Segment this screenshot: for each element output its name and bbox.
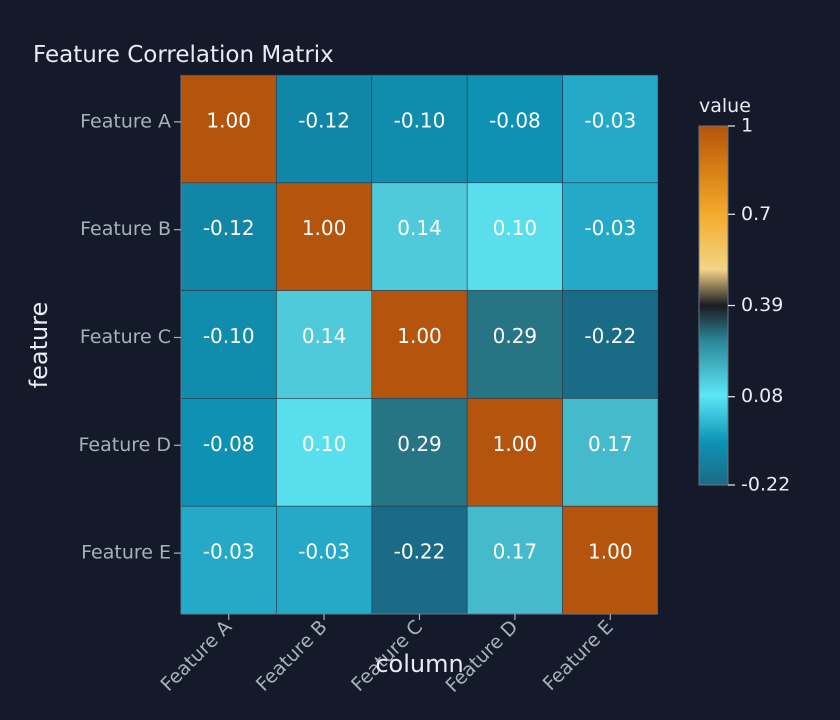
y-tick-label: Feature E — [81, 542, 171, 564]
y-axis-title: feature — [25, 302, 53, 389]
x-tick-label: Feature A — [156, 616, 236, 696]
heatmap-cell — [371, 505, 468, 615]
colorbar-tick-label: 0.39 — [741, 294, 783, 316]
x-axis-title: column — [375, 650, 463, 678]
colorbar-gradient — [698, 125, 729, 486]
heatmap-cell — [466, 398, 563, 507]
cell-value-label: 0.17 — [493, 540, 538, 564]
x-tick-label: Feature B — [252, 616, 332, 696]
cell-value-label: 0.29 — [493, 324, 538, 348]
heatmap-cell — [371, 398, 468, 507]
cell-value-label: 1.00 — [302, 216, 347, 240]
cell-value-label: -0.03 — [298, 540, 350, 564]
cell-value-label: -0.08 — [203, 432, 255, 456]
x-tick-label: Feature E — [539, 616, 618, 695]
heatmap-cell — [276, 505, 373, 615]
heatmap-cell — [371, 290, 468, 399]
heatmap-cell — [466, 74, 563, 184]
heatmap-cell — [180, 182, 277, 291]
cell-value-label: 0.17 — [588, 432, 633, 456]
heatmap-cell — [562, 182, 659, 291]
y-tick-label: Feature A — [80, 110, 171, 132]
cell-value-label: 1.00 — [206, 108, 251, 132]
heatmap-cell — [180, 74, 277, 184]
cell-value-label: -0.03 — [584, 216, 636, 240]
heatmap-cell — [276, 74, 373, 184]
cell-value-label: -0.22 — [394, 540, 446, 564]
y-tick-label: Feature B — [80, 218, 171, 240]
cell-value-label: 1.00 — [588, 540, 633, 564]
colorbar-tick-label: 0.7 — [741, 203, 771, 225]
chart-title: Feature Correlation Matrix — [33, 42, 334, 68]
cell-value-label: -0.22 — [584, 324, 636, 348]
heatmap-cells — [180, 74, 659, 615]
y-tick-label: Feature D — [79, 434, 171, 456]
heatmap-cell — [562, 505, 659, 615]
colorbar-tick-label: 0.08 — [741, 385, 783, 407]
heatmap-cell — [562, 398, 659, 507]
heatmap-cell — [276, 398, 373, 507]
heatmap-cell — [562, 74, 659, 184]
cell-value-label: -0.12 — [298, 108, 350, 132]
heatmap-cell — [466, 290, 563, 399]
heatmap-cell-labels: 1.00 -0.12 -0.10 -0.08 -0.03 -0.12 1.00 0.14 0.1… — [203, 108, 636, 563]
cell-value-label: 0.10 — [302, 432, 347, 456]
cell-value-label: -0.10 — [203, 324, 255, 348]
colorbar-title: value — [699, 95, 751, 117]
cell-value-label: -0.10 — [394, 108, 446, 132]
cell-value-label: 0.14 — [302, 324, 347, 348]
y-axis: Feature A Feature B Feature C Feature D Feat… — [79, 75, 182, 614]
colorbar: value 1 0.7 0.39 0.08 -0.22 — [698, 95, 790, 496]
cell-value-label: -0.03 — [584, 108, 636, 132]
heatmap-cell — [371, 74, 468, 184]
colorbar-tick-label: -0.22 — [741, 474, 790, 496]
heatmap-cell — [371, 182, 468, 291]
cell-value-label: 1.00 — [397, 324, 442, 348]
heatmap-cell — [562, 290, 659, 399]
colorbar-ticks: 1 0.7 0.39 0.08 -0.22 — [728, 115, 790, 496]
cell-value-label: 0.29 — [397, 432, 442, 456]
cell-value-label: 0.10 — [493, 216, 538, 240]
cell-value-label: -0.08 — [489, 108, 541, 132]
heatmap-cell — [276, 290, 373, 399]
cell-value-label: 1.00 — [493, 432, 538, 456]
cell-value-label: -0.03 — [203, 540, 255, 564]
y-tick-label: Feature C — [80, 326, 171, 348]
colorbar-tick-label: 1 — [741, 115, 753, 137]
cell-value-label: -0.12 — [203, 216, 255, 240]
heatmap-cell — [276, 182, 373, 291]
heatmap-cell — [180, 505, 277, 615]
cell-value-label: 0.14 — [397, 216, 442, 240]
